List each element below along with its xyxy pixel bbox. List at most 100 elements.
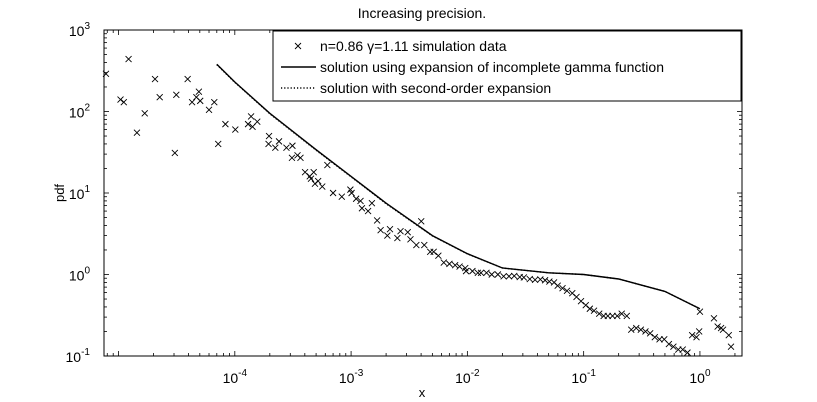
data-point — [665, 340, 673, 348]
y-tick-label: 100 — [69, 266, 91, 284]
data-point — [595, 310, 603, 318]
data-point — [271, 144, 279, 151]
data-point — [314, 177, 322, 185]
data-point — [727, 343, 735, 351]
data-point — [488, 271, 496, 278]
data-point — [494, 271, 502, 278]
y-tick-labels: 10-1 100 101 102 103 — [66, 21, 91, 365]
data-point — [358, 204, 366, 212]
data-point — [541, 276, 549, 284]
data-point — [510, 272, 518, 280]
data-point — [156, 93, 164, 101]
x-axis-title: x — [419, 385, 426, 400]
data-point — [120, 98, 128, 106]
data-point — [684, 349, 691, 356]
data-point — [604, 312, 612, 320]
data-point — [613, 312, 621, 320]
data-point — [172, 91, 180, 99]
data-point — [265, 132, 273, 140]
data-point — [688, 331, 696, 339]
data-point — [338, 193, 346, 201]
x-tick-label: 10-2 — [455, 368, 480, 386]
data-point — [253, 118, 261, 126]
data-point — [205, 106, 213, 114]
chart-title: Increasing precision. — [358, 5, 486, 21]
data-point — [151, 75, 159, 83]
legend-label-gamma: solution using expansion of incomplete g… — [320, 59, 664, 75]
data-point — [420, 241, 428, 249]
data-point — [289, 142, 296, 150]
data-point — [364, 207, 372, 215]
data-point — [394, 234, 401, 242]
data-point — [462, 267, 470, 275]
data-point — [474, 269, 482, 277]
data-point — [710, 314, 718, 322]
y-tick-label: 103 — [69, 21, 91, 39]
data-point — [171, 149, 179, 157]
data-point — [397, 227, 404, 235]
plot-series — [102, 55, 735, 356]
data-point — [505, 272, 513, 280]
data-point — [642, 328, 649, 335]
data-point — [563, 287, 571, 295]
data-point — [210, 98, 218, 106]
x-tick-label: 10-1 — [571, 368, 596, 386]
data-point — [384, 232, 391, 239]
data-point — [133, 129, 141, 136]
legend-label-simulation: n=0.86 γ=1.11 simulation data — [320, 38, 507, 54]
data-point — [446, 260, 453, 268]
data-point — [265, 140, 272, 148]
data-point — [430, 248, 437, 256]
data-point — [404, 228, 412, 236]
data-point — [554, 282, 562, 289]
data-point — [348, 189, 355, 197]
legend: n=0.86 γ=1.11 simulation data solution u… — [272, 30, 742, 102]
x-tick-labels: 10-4 10-3 10-2 10-1 100 — [223, 368, 711, 386]
data-point — [373, 217, 381, 224]
data-point — [627, 326, 635, 334]
data-point — [352, 195, 360, 203]
data-point — [719, 326, 727, 334]
data-point — [714, 323, 721, 330]
data-point — [413, 241, 420, 249]
data-point — [386, 225, 394, 233]
data-point — [670, 343, 677, 351]
data-point — [590, 307, 598, 314]
data-point — [426, 248, 434, 256]
data-point — [637, 326, 645, 334]
data-point — [297, 154, 304, 162]
data-point — [440, 259, 448, 266]
data-point — [500, 272, 507, 280]
data-point — [195, 88, 203, 96]
data-point — [577, 297, 585, 305]
data-point — [483, 269, 490, 277]
data-point — [695, 328, 703, 335]
y-axis-title: pdf — [52, 184, 67, 202]
data-point — [531, 276, 539, 284]
data-point — [357, 197, 364, 205]
y-tick-label: 102 — [69, 103, 91, 121]
data-point — [283, 144, 290, 151]
y-tick-label: 101 — [69, 184, 91, 202]
data-point — [679, 346, 687, 353]
data-point — [102, 70, 110, 78]
data-point — [184, 75, 191, 83]
x-tick-label: 100 — [689, 368, 711, 386]
data-point — [188, 98, 196, 106]
data-point — [656, 336, 663, 343]
data-point — [275, 138, 283, 145]
legend-box — [272, 30, 742, 102]
data-point — [231, 126, 239, 133]
data-point — [417, 217, 425, 225]
legend-x-marker — [294, 42, 302, 50]
series-second-order-line — [216, 64, 701, 310]
data-point — [609, 312, 616, 320]
data-point — [329, 189, 337, 197]
data-point — [324, 161, 331, 169]
data-point — [407, 236, 414, 243]
data-point — [456, 263, 463, 270]
data-point — [469, 267, 476, 275]
data-point — [310, 168, 318, 176]
legend-label-second-order: solution with second-order expansion — [320, 80, 551, 96]
